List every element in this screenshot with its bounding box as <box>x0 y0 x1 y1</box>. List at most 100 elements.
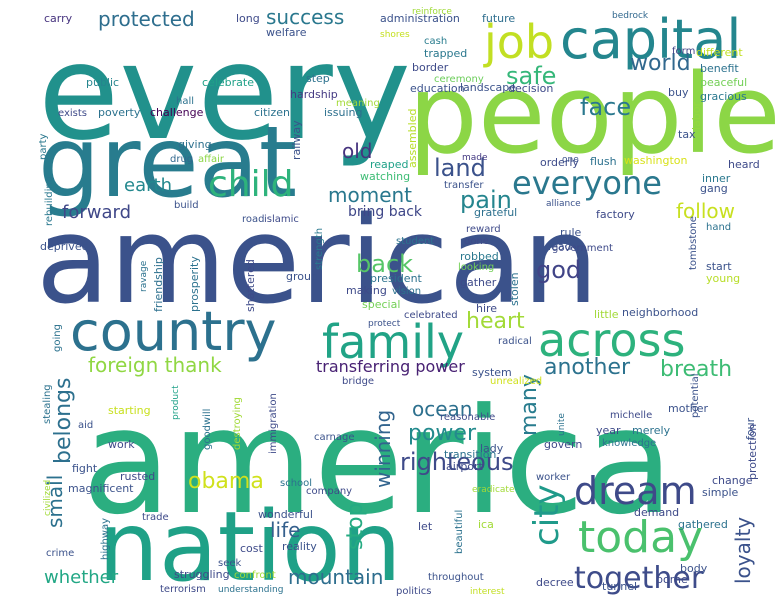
word-foreign-thank: foreign thank <box>88 353 222 377</box>
word-flush: flush <box>590 155 617 168</box>
word-radical: radical <box>498 336 532 347</box>
word-welfare: welfare <box>266 26 307 39</box>
word-bedrock: bedrock <box>612 11 649 21</box>
word-job: job <box>483 15 554 69</box>
word-politics: politics <box>396 586 431 597</box>
word-worker: worker <box>536 472 571 483</box>
word-tax: tax <box>678 128 696 141</box>
word-friendship: friendship <box>152 257 165 312</box>
word-start: start <box>706 260 732 273</box>
word-cash: cash <box>424 36 447 47</box>
word-reality: reality <box>282 540 317 553</box>
word-administration: administration <box>380 12 460 25</box>
word-robbed: robbed <box>460 250 499 263</box>
word-year: year <box>596 424 621 437</box>
word-protection: protection <box>746 424 759 480</box>
word-citizen: citizen <box>254 106 290 119</box>
word-special: special <box>362 298 400 311</box>
word-heard: heard <box>728 158 760 171</box>
word-trapped: trapped <box>424 47 467 60</box>
word-product: product <box>171 385 181 420</box>
word-mother: mother <box>668 402 708 415</box>
word-done: done <box>464 236 489 247</box>
word-fight: fight <box>72 462 98 475</box>
word-issuing: issuing <box>324 106 363 119</box>
word-simple: simple <box>702 486 739 499</box>
word-transition: transition <box>444 448 496 461</box>
word-tombstone: tombstone <box>688 216 699 270</box>
word-eradicate: eradicate <box>472 485 515 495</box>
word-obama: obama <box>188 469 264 494</box>
word-group: group <box>286 270 318 283</box>
word-demand: demand <box>634 506 679 519</box>
word-system: system <box>472 366 512 379</box>
word-highway: highway <box>100 518 111 560</box>
word-airport: airport <box>446 460 484 473</box>
word-america: america <box>82 377 674 547</box>
word-immigration: immigration <box>268 393 279 454</box>
word-work: work <box>108 438 135 451</box>
word-wonderful: wonderful <box>258 508 313 521</box>
word-going: going <box>52 324 63 352</box>
word-affair: affair <box>198 154 225 165</box>
word-young: young <box>706 272 740 285</box>
word-together: together <box>574 561 704 596</box>
word-road: road <box>242 214 265 225</box>
word-prosperity: prosperity <box>188 256 201 312</box>
word-nation: nation <box>98 491 402 603</box>
word-protect: protect <box>368 319 401 329</box>
word-merely: merely <box>632 424 671 437</box>
word-ceremony: ceremony <box>434 74 484 85</box>
word-civilized: civilized <box>43 480 53 516</box>
word-many: many <box>517 374 542 436</box>
word-long: long <box>236 12 260 25</box>
word-let: let <box>418 520 433 533</box>
word-four: four <box>744 417 757 440</box>
word-capital: capital <box>560 8 741 71</box>
word-islamic: islamic <box>264 214 299 225</box>
word-another: another <box>544 355 631 380</box>
word-potential: potential <box>690 374 701 418</box>
word-hall: hall <box>176 96 194 107</box>
word-child: child <box>208 164 293 205</box>
word-rusted: rusted <box>120 470 155 483</box>
word-stolen: stolen <box>508 272 521 306</box>
word-michelle: michelle <box>610 410 652 421</box>
word-challenge: challenge <box>150 106 204 119</box>
word-world: world <box>630 51 691 76</box>
word-deprived: deprived <box>40 240 89 253</box>
word-understanding: understanding <box>218 585 283 595</box>
word-confront: confront <box>234 570 276 581</box>
word-exists: exists <box>58 108 87 119</box>
word-unite: unite <box>557 413 567 436</box>
word-celebrate: celebrate <box>202 76 254 89</box>
word-today: today <box>578 512 703 563</box>
word-assembled: assembled <box>406 109 419 168</box>
word-different: different <box>696 46 743 59</box>
word-rule: rule <box>560 226 582 239</box>
word-goodwill: goodwill <box>202 409 213 450</box>
word-family: family <box>322 315 464 369</box>
word-step: step <box>306 72 330 85</box>
word-drug: drug <box>170 154 193 165</box>
word-cost: cost <box>240 542 264 555</box>
word-land: land <box>434 154 486 182</box>
word-old: old <box>342 139 373 163</box>
word-govern: govern <box>544 438 582 451</box>
word-decree: decree <box>536 576 574 589</box>
word-pain: pain <box>460 186 512 214</box>
word-aid: aid <box>78 420 93 431</box>
word-carry: carry <box>44 12 73 25</box>
word-railway: railway <box>290 120 303 160</box>
word-destroying: destroying <box>232 397 243 450</box>
word-heart: heart <box>466 309 525 334</box>
word-education: education <box>410 82 465 95</box>
word-decision: decision <box>508 82 553 95</box>
word-throughout: throughout <box>428 572 484 583</box>
word-belongs: belongs <box>51 378 76 464</box>
word-carnage: carnage <box>314 432 355 443</box>
word-people: people <box>408 50 781 178</box>
word-trade: trade <box>142 512 169 523</box>
word-one: one <box>562 155 579 165</box>
word-ravage: ravage <box>139 260 149 292</box>
